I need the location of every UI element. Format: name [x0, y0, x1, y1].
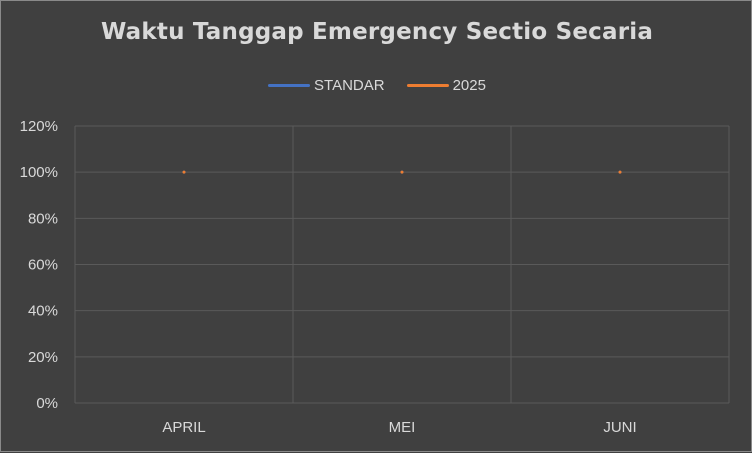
x-tick-label: JUNI: [603, 419, 636, 436]
x-tick-label: APRIL: [162, 419, 205, 436]
data-point-2025: [618, 170, 622, 174]
y-tick-label: 120%: [20, 118, 58, 135]
legend-swatch-2025: [406, 84, 449, 87]
y-tick-label: 40%: [28, 303, 58, 320]
y-tick-label: 80%: [28, 210, 58, 227]
legend-swatch-standar: [268, 84, 311, 87]
legend-item-standar: STANDAR: [268, 77, 385, 94]
y-tick-label: 20%: [28, 349, 58, 366]
data-point-2025: [400, 170, 404, 174]
y-tick-label: 0%: [36, 395, 58, 412]
y-tick-label: 100%: [20, 164, 58, 181]
x-tick-label: MEI: [389, 419, 416, 436]
chart-title: Waktu Tanggap Emergency Sectio Secaria: [100, 19, 654, 45]
y-tick-label: 60%: [28, 257, 58, 274]
legend-label-standar: STANDAR: [314, 77, 385, 94]
legend-label-2025: 2025: [452, 77, 486, 94]
data-point-2025: [182, 170, 186, 174]
legend: STANDAR 2025: [1, 77, 752, 94]
legend-item-2025: 2025: [406, 77, 486, 94]
